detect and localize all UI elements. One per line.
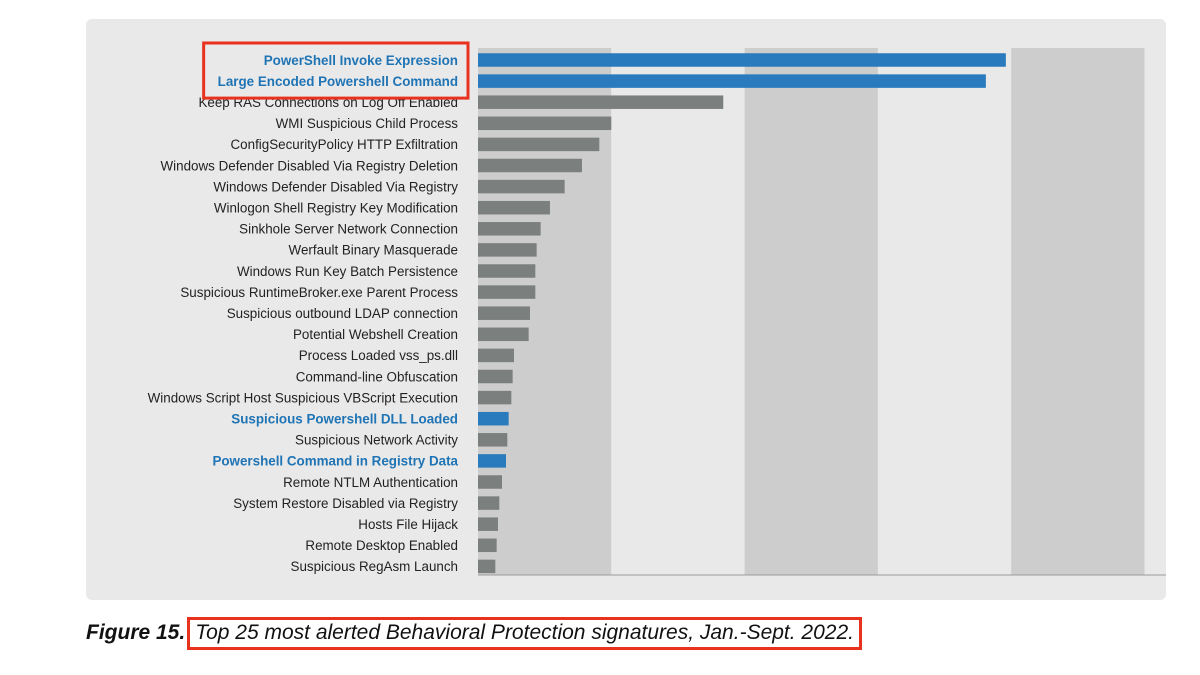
- category-label: Command-line Obfuscation: [296, 369, 458, 384]
- bar: [478, 243, 537, 257]
- grid-band: [744, 48, 878, 575]
- grid-band: [611, 48, 745, 575]
- category-label: Powershell Command in Registry Data: [212, 454, 458, 469]
- category-label: Werfault Binary Masquerade: [289, 243, 458, 258]
- callout-box: [202, 41, 470, 100]
- bar: [478, 390, 512, 405]
- category-label: Remote NTLM Authentication: [283, 475, 458, 490]
- category-label: Windows Run Key Batch Persistence: [237, 264, 458, 279]
- bar: [478, 200, 550, 215]
- category-label: Windows Script Host Suspicious VBScript …: [148, 390, 458, 405]
- bar: [478, 411, 509, 426]
- bar: [478, 517, 498, 531]
- category-label: Windows Defender Disabled Via Registry D…: [161, 158, 458, 173]
- bar: [478, 74, 986, 88]
- category-label: ConfigSecurityPolicy HTTP Exfiltration: [231, 137, 458, 152]
- bar: [478, 496, 500, 510]
- bar: [478, 475, 502, 489]
- bar: [478, 137, 600, 152]
- bar: [478, 285, 536, 299]
- bar: [478, 116, 612, 131]
- category-label: Potential Webshell Creation: [293, 327, 458, 342]
- category-label: Suspicious outbound LDAP connection: [227, 306, 458, 321]
- category-label: Process Loaded vss_ps.dll: [299, 348, 458, 363]
- category-label: Hosts File Hijack: [358, 517, 458, 532]
- category-label: Suspicious RuntimeBroker.exe Parent Proc…: [180, 285, 458, 300]
- category-label: PowerShell Invoke Expression: [264, 53, 458, 68]
- bar: [478, 264, 536, 278]
- bar: [478, 179, 565, 194]
- category-label: WMI Suspicious Child Process: [276, 116, 459, 131]
- bar: [478, 327, 529, 342]
- category-label: Large Encoded Powershell Command: [218, 74, 458, 89]
- category-label: Suspicious Powershell DLL Loaded: [231, 412, 458, 427]
- figure-number: Figure 15.: [86, 621, 186, 644]
- category-label: System Restore Disabled via Registry: [233, 496, 458, 511]
- bar: [478, 454, 506, 468]
- category-label: Suspicious RegAsm Launch: [291, 559, 458, 574]
- bar: [478, 95, 724, 109]
- category-label: Suspicious Network Activity: [295, 433, 458, 448]
- category-label: Sinkhole Server Network Connection: [239, 222, 458, 237]
- bar: [478, 538, 497, 553]
- bar-chart: PowerShell Invoke Expression Large Encode…: [148, 41, 1166, 576]
- bar: [478, 222, 541, 236]
- category-label: Remote Desktop Enabled: [305, 538, 458, 553]
- grid-band: [1011, 48, 1145, 575]
- category-label: Winlogon Shell Registry Key Modification: [214, 201, 458, 216]
- bar: [478, 53, 1006, 67]
- bar: [478, 433, 508, 447]
- bar: [478, 369, 513, 384]
- caption-text: Top 25 most alerted Behavioral Protectio…: [187, 616, 862, 650]
- category-label: Windows Defender Disabled Via Registry: [213, 179, 458, 194]
- chart-panel: PowerShell Invoke Expression Large Encode…: [86, 19, 1166, 600]
- bar: [478, 348, 514, 363]
- grid-band: [877, 48, 1012, 575]
- bar: [478, 306, 530, 320]
- bar: [478, 158, 582, 173]
- bar: [478, 559, 496, 574]
- figure-caption: Figure 15. Top 25 most alerted Behaviora…: [86, 616, 862, 650]
